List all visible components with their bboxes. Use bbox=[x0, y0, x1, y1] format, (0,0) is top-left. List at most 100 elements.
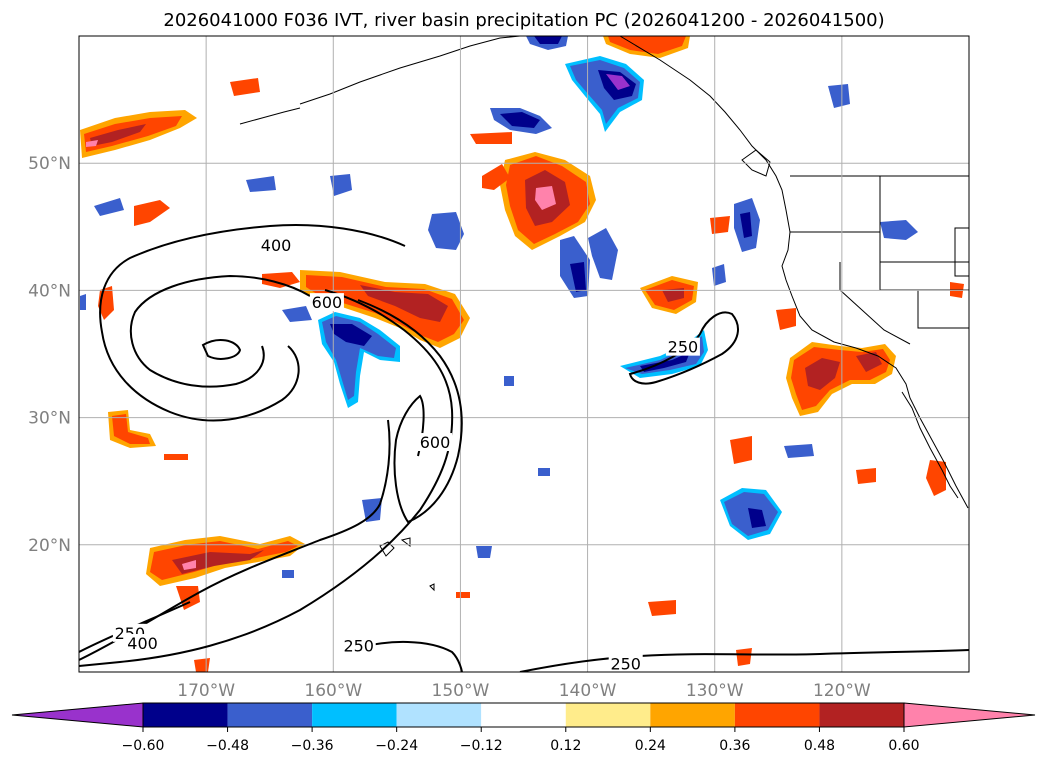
pc-patch-negative bbox=[625, 336, 704, 374]
colorbar-segment bbox=[650, 703, 735, 727]
pc-patch-positive bbox=[470, 132, 512, 144]
colorbar-tick-label: 0.60 bbox=[888, 738, 919, 754]
pc-patch-negative bbox=[606, 74, 630, 90]
pc-patch-positive bbox=[194, 658, 210, 672]
pc-patch-positive bbox=[90, 124, 146, 146]
pc-patch-positive bbox=[535, 186, 556, 210]
colorbar-extend-max bbox=[903, 702, 1036, 728]
pc-patch-positive bbox=[262, 272, 300, 288]
precip-pc-shading bbox=[80, 36, 964, 672]
pc-patch-negative bbox=[80, 294, 86, 310]
ivt-contour-400 bbox=[79, 289, 454, 667]
pc-patch-positive bbox=[182, 560, 196, 570]
lat-tick-label: 20°N bbox=[28, 536, 71, 556]
contour-label: 400 bbox=[127, 634, 158, 653]
map-frame bbox=[78, 35, 970, 673]
colorbar-tick-label: −0.36 bbox=[291, 738, 334, 754]
contour-label: 600 bbox=[420, 433, 451, 452]
pc-patch-negative bbox=[362, 498, 382, 522]
pc-patch-negative bbox=[94, 198, 124, 216]
colorbar-segment bbox=[819, 703, 904, 727]
contour-label: 600 bbox=[312, 293, 343, 312]
contour-label-bg bbox=[418, 433, 452, 452]
latitude-tick-labels: 20°N 30°N 40°N 50°N bbox=[28, 154, 71, 556]
pc-patch-positive bbox=[730, 436, 752, 464]
colorbar-tick-label: −0.48 bbox=[206, 738, 249, 754]
pc-patch-negative bbox=[428, 212, 464, 250]
pc-patch-positive bbox=[710, 216, 730, 234]
pc-patch-positive bbox=[856, 352, 882, 372]
colorbar-tick-label: 0.12 bbox=[550, 738, 581, 754]
pc-patch-positive bbox=[456, 592, 470, 598]
pc-patch-negative bbox=[476, 546, 492, 558]
lon-tick-label: 140°W bbox=[559, 681, 617, 701]
lon-tick-label: 170°W bbox=[177, 681, 235, 701]
colorbar-segment bbox=[227, 703, 313, 727]
pc-patch-negative bbox=[570, 262, 586, 292]
contour-label: 250 bbox=[343, 637, 374, 656]
colorbar-segment bbox=[734, 703, 820, 727]
pc-patch-positive bbox=[736, 648, 752, 666]
pc-patch-negative bbox=[330, 174, 352, 196]
contour-label-bg bbox=[309, 293, 344, 312]
colorbar-segment bbox=[481, 703, 566, 727]
pc-patch-positive bbox=[648, 600, 676, 616]
colorbar-segment bbox=[396, 703, 482, 727]
colorbar-tick-label: 0.36 bbox=[719, 738, 750, 754]
pc-patch-negative bbox=[588, 228, 618, 280]
chart-title: 2026041000 F036 IVT, river basin precipi… bbox=[163, 10, 884, 31]
lat-tick-label: 30°N bbox=[28, 409, 71, 429]
hawaii-islands bbox=[379, 537, 435, 592]
colorbar-segment bbox=[565, 703, 651, 727]
colorbar-tick-label: −0.60 bbox=[122, 738, 165, 754]
pc-patch-positive bbox=[360, 285, 448, 322]
pc-patch-positive bbox=[306, 275, 464, 342]
pc-patch-positive bbox=[134, 200, 170, 226]
baja-california bbox=[901, 391, 959, 499]
pc-patch-negative bbox=[282, 306, 312, 322]
colorbar: −0.60 −0.48 −0.36 −0.24 −0.12 0.12 0.24 0.36 0.4… bbox=[11, 702, 1036, 754]
ivt-contour-250 bbox=[201, 338, 242, 360]
longitude-tick-labels: 170°W 160°W 150°W 140°W 130°W 120°W bbox=[177, 681, 871, 701]
ivt-contour-250 bbox=[519, 649, 969, 672]
lon-tick-label: 120°W bbox=[813, 681, 871, 701]
colorbar-tick-label: −0.24 bbox=[375, 738, 418, 754]
contour-label-bg bbox=[608, 654, 643, 672]
contour-label-bg bbox=[665, 337, 700, 356]
bc-coastline bbox=[619, 36, 969, 509]
alaska-coastline bbox=[299, 36, 521, 105]
pc-patch-positive bbox=[805, 358, 840, 390]
contour-label: 250 bbox=[610, 654, 641, 673]
pc-patch-negative bbox=[538, 468, 550, 476]
colorbar-segment bbox=[143, 703, 228, 727]
lon-tick-label: 160°W bbox=[304, 681, 362, 701]
pc-patch-negative bbox=[784, 444, 814, 458]
colorbar-tick-label: 0.48 bbox=[804, 738, 835, 754]
pc-patch-negative bbox=[282, 570, 294, 578]
pc-patch-negative bbox=[330, 324, 372, 346]
pc-patch-negative bbox=[828, 84, 850, 108]
lon-tick-label: 130°W bbox=[686, 681, 744, 701]
pc-patch-negative bbox=[748, 508, 766, 528]
pc-patch-positive bbox=[662, 288, 684, 302]
pc-patch-positive bbox=[482, 164, 510, 190]
colorbar-frame bbox=[142, 702, 905, 728]
ivt-contour-600 bbox=[129, 274, 311, 388]
ivt-contour-400 bbox=[99, 223, 406, 422]
pc-patch-negative bbox=[500, 112, 540, 128]
ivt-contours bbox=[79, 223, 969, 672]
pc-patch-positive bbox=[776, 308, 796, 330]
contour-label-bg bbox=[259, 235, 294, 254]
contour-label-bg bbox=[125, 634, 160, 653]
contour-label: 400 bbox=[261, 236, 292, 255]
lon-tick-label: 150°W bbox=[432, 681, 490, 701]
ivt-contour-250 bbox=[349, 640, 463, 672]
pc-patch-negative bbox=[880, 220, 918, 240]
aleutian-islands bbox=[239, 107, 301, 125]
pc-patch-positive bbox=[112, 414, 150, 444]
colorbar-tick-label: 0.24 bbox=[635, 738, 666, 754]
vancouver-island bbox=[741, 149, 771, 177]
pc-patch-positive bbox=[86, 140, 98, 147]
pc-patch-negative bbox=[712, 264, 726, 286]
